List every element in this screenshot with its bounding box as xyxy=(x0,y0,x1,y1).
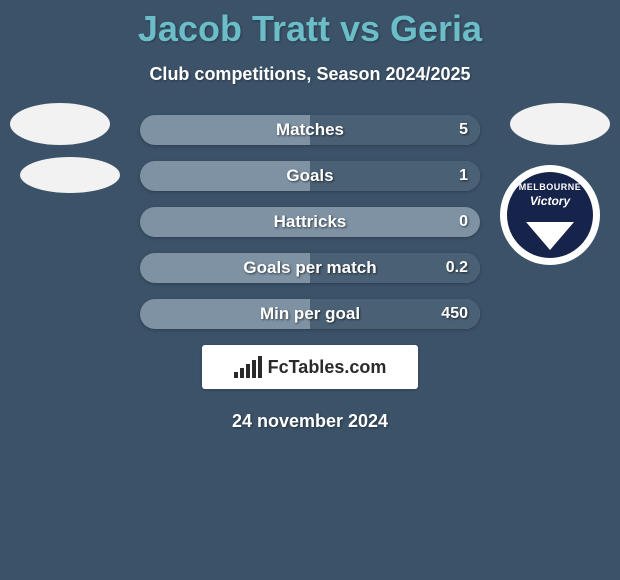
content-area: MELBOURNE Victory Matches5 Goals1 Hattrick… xyxy=(0,115,620,432)
club-badge: MELBOURNE Victory xyxy=(500,165,600,265)
club-badge-inner: MELBOURNE Victory xyxy=(507,172,593,258)
club-badge-line1: MELBOURNE xyxy=(519,182,582,192)
club-badge-line2: Victory xyxy=(530,194,570,208)
stat-label: Goals per match xyxy=(140,253,480,283)
subtitle: Club competitions, Season 2024/2025 xyxy=(0,64,620,85)
stat-label: Min per goal xyxy=(140,299,480,329)
player-right-avatar xyxy=(510,103,610,145)
chevron-icon xyxy=(526,222,574,250)
stat-value-right: 0 xyxy=(459,207,468,237)
stat-value-right: 450 xyxy=(441,299,468,329)
stat-row: Goals per match0.2 xyxy=(140,253,480,283)
stat-label: Hattricks xyxy=(140,207,480,237)
player-left-avatar-2 xyxy=(20,157,120,193)
stat-rows: Matches5Goals1Hattricks0Goals per match0… xyxy=(140,115,480,329)
player-left-avatar-1 xyxy=(10,103,110,145)
date-label: 24 november 2024 xyxy=(0,411,620,432)
stat-value-right: 5 xyxy=(459,115,468,145)
stat-value-right: 1 xyxy=(459,161,468,191)
stat-row: Matches5 xyxy=(140,115,480,145)
stat-row: Goals1 xyxy=(140,161,480,191)
comparison-card: Jacob Tratt vs Geria Club competitions, … xyxy=(0,0,620,580)
stat-value-right: 0.2 xyxy=(446,253,468,283)
bar-chart-icon xyxy=(234,356,262,378)
stat-row: Min per goal450 xyxy=(140,299,480,329)
stat-label: Goals xyxy=(140,161,480,191)
page-title: Jacob Tratt vs Geria xyxy=(0,0,620,50)
stat-row: Hattricks0 xyxy=(140,207,480,237)
stat-label: Matches xyxy=(140,115,480,145)
brand-text: FcTables.com xyxy=(268,357,387,378)
brand-box[interactable]: FcTables.com xyxy=(202,345,418,389)
